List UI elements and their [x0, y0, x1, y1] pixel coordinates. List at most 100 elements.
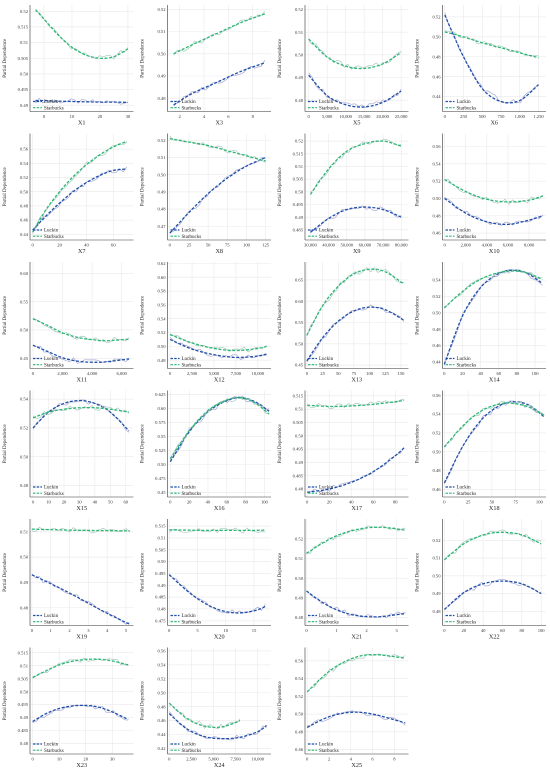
y-axis-label: Partial Dependence — [416, 552, 421, 592]
y-axis-label: Partial Dependence — [416, 295, 421, 335]
y-tick-label: 0.52 — [432, 179, 441, 184]
y-tick-label: 0.52 — [157, 330, 166, 335]
series-raw-starbucks — [310, 138, 402, 193]
legend-label-starbucks: Starbucks — [182, 235, 202, 240]
y-tick-label: 0.49 — [20, 580, 29, 585]
y-tick-label: 0.56 — [432, 393, 441, 398]
y-tick-label: 0.48 — [157, 358, 166, 363]
series-line-luckin — [31, 574, 131, 625]
x-tick-label: 1,250 — [533, 114, 544, 120]
y-axis-label: Partial Dependence — [141, 680, 146, 720]
series-raw-starbucks — [32, 319, 130, 344]
x-tick-label: 0 — [306, 757, 309, 762]
y-tick-label: 0.46 — [432, 487, 441, 492]
x-tick-label: 0 — [169, 243, 172, 248]
y-axis-label: Partial Dependence — [278, 166, 283, 206]
y-tick-label: 0.51 — [20, 529, 29, 534]
y-tick-label: 0.58 — [157, 289, 166, 294]
y-tick-label: 0.515 — [18, 25, 29, 30]
series-raw-starbucks — [444, 30, 539, 57]
y-tick-label: 0.575 — [155, 420, 166, 425]
x-tick-label: 0 — [444, 114, 447, 119]
y-tick-label: 0.515 — [155, 524, 166, 529]
x-tick-label: 2 — [179, 114, 182, 119]
series-line-luckin — [443, 401, 545, 484]
x-tick-label: 10,000 — [251, 757, 264, 763]
y-tick-label: 0.50 — [295, 576, 304, 581]
series-line-starbucks — [32, 318, 130, 342]
legend-label-starbucks: Starbucks — [44, 492, 64, 497]
series-raw-starbucks — [444, 179, 544, 205]
x-tick-label: 4,000 — [87, 371, 98, 377]
plot-area — [305, 262, 409, 369]
x-tick-label: 5,000 — [322, 114, 333, 120]
x-tick-label: 2,500 — [186, 757, 197, 763]
legend-label-starbucks: Starbucks — [319, 620, 339, 625]
series-line-starbucks — [307, 399, 405, 408]
x-tick-label: 100 — [538, 628, 546, 633]
x-tick-label: 80 — [520, 628, 525, 633]
plot-area — [305, 390, 409, 497]
series-line-luckin — [35, 99, 128, 104]
x-tick-label: 60 — [123, 500, 128, 505]
plot-area — [442, 133, 546, 240]
series-line-luckin — [444, 580, 542, 611]
y-tick-label: 0.50 — [432, 310, 441, 315]
x-tick-label: 0 — [169, 500, 172, 505]
y-tick-label: 0.46 — [432, 343, 441, 348]
legend-label-starbucks: Starbucks — [319, 492, 339, 497]
plot-area — [30, 647, 134, 754]
y-tick-label: 0.48 — [20, 483, 29, 488]
series-line-luckin — [443, 269, 543, 365]
y-tick-label: 0.50 — [157, 690, 166, 695]
y-tick-label: 0.485 — [155, 595, 166, 600]
y-tick-label: 0.52 — [432, 431, 441, 436]
x-tick-label: 0 — [443, 628, 446, 633]
series-line-luckin — [306, 590, 406, 618]
x-axis-label: X14 — [489, 377, 500, 384]
x-tick-label: 0 — [306, 500, 309, 505]
x-tick-label: 10,000 — [252, 371, 265, 377]
y-tick-label: 0.42 — [157, 746, 166, 751]
y-tick-label: 0.50 — [20, 328, 29, 333]
y-tick-label: 0.54 — [157, 316, 166, 321]
x-tick-label: 6 — [371, 757, 374, 762]
panel-x7: 0 20 40 60 0.44 0.46 0.48 0.50 0.52 0.54 0.56 Lucki… — [3, 133, 134, 255]
series-line-starbucks — [443, 270, 543, 309]
y-tick-label: 0.52 — [157, 138, 166, 143]
series-line-luckin — [306, 711, 406, 728]
y-tick-label: 0.50 — [295, 712, 304, 717]
plot-area — [167, 133, 271, 240]
y-tick-label: 0.49 — [157, 190, 166, 195]
series-line-starbucks — [173, 13, 266, 55]
y-tick-label: 0.50 — [157, 51, 166, 56]
y-tick-label: 0.54 — [432, 412, 441, 417]
panel-x1: 0 10 20 30 0.49 0.495 0.50 0.505 0.51 0.515 0.52 Lu… — [3, 5, 134, 127]
x-tick-label: 20 — [83, 757, 88, 762]
x-axis-label: X12 — [214, 377, 225, 384]
y-tick-label: 0.515 — [293, 393, 304, 398]
legend-label-starbucks: Starbucks — [182, 363, 202, 368]
series-line-starbucks — [32, 406, 129, 419]
panel-x22: 0 20 40 60 80 100 0.48 0.49 0.50 0.51 0.52 LuckinSt… — [416, 519, 546, 641]
x-tick-label: 60 — [500, 628, 505, 633]
y-tick-label: 0.51 — [295, 407, 304, 412]
series-raw-starbucks — [32, 405, 130, 420]
legend-label-luckin: Luckin — [44, 614, 59, 619]
y-tick-label: 0.485 — [18, 728, 29, 733]
x-tick-label: 25 — [466, 500, 471, 505]
x-tick-label: 8 — [252, 114, 255, 119]
y-tick-label: 0.55 — [295, 320, 304, 325]
legend-label-luckin: Luckin — [182, 614, 197, 619]
y-tick-label: 0.50 — [295, 341, 304, 346]
y-tick-label: 0.55 — [20, 299, 29, 304]
x-tick-label: 0 — [168, 757, 171, 762]
legend-label-luckin: Luckin — [182, 100, 197, 105]
x-tick-label: 2 — [68, 628, 71, 633]
legend-label-starbucks: Starbucks — [457, 235, 477, 240]
legend-label-luckin: Luckin — [319, 614, 334, 619]
series-line-starbucks — [444, 531, 542, 561]
legend-label-starbucks: Starbucks — [319, 106, 339, 111]
x-axis-label: X15 — [76, 505, 87, 512]
